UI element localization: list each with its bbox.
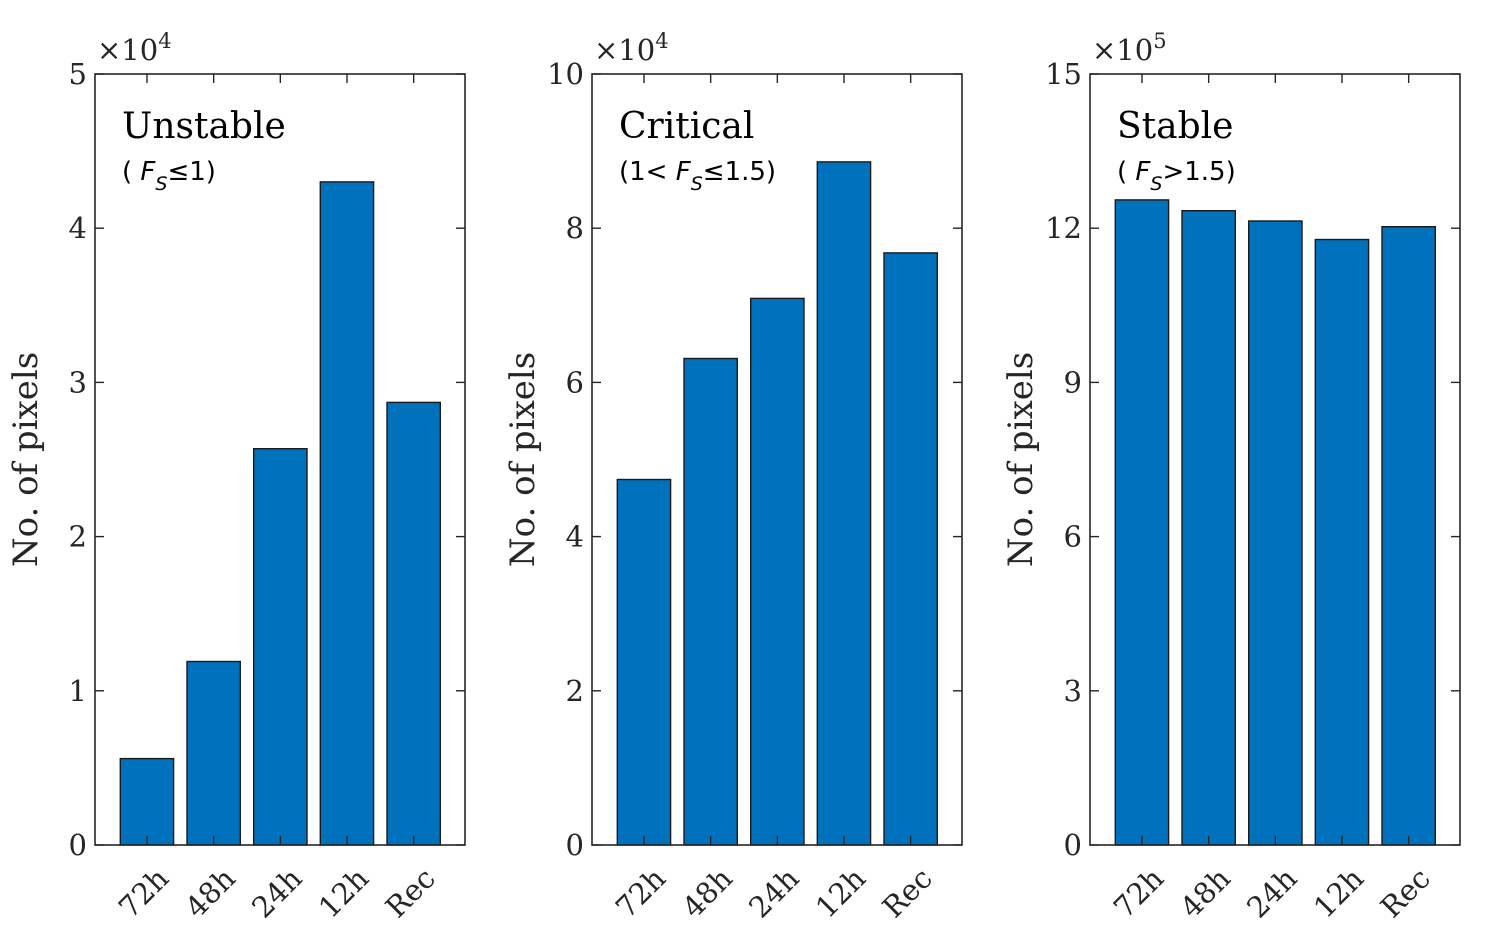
y-tick-label: 4 [69, 211, 87, 245]
x-tick-label-24h: 24h [742, 861, 805, 924]
panel-condition: (1< FS≤1.5) [619, 157, 776, 195]
y-axis-exponent: ×104 [97, 29, 172, 67]
bar-72h [616, 478, 672, 846]
y-tick-label: 2 [566, 674, 584, 708]
bar-rec [386, 401, 441, 846]
y-tick-label: 12 [1045, 211, 1082, 245]
x-tick-label-72h: 72h [609, 861, 672, 924]
exponent-base: ×10 [1092, 33, 1153, 67]
x-tick-label-rec: Rec [876, 861, 939, 924]
x-tick-label-24h: 24h [245, 861, 308, 924]
y-tick-label: 0 [1064, 828, 1082, 862]
panel-condition: ( FS≤1) [122, 157, 216, 195]
panel-title: Critical [619, 106, 754, 147]
bar-48h [1181, 209, 1236, 846]
condition-suffix: ≤1) [167, 157, 215, 187]
bar-12h [816, 161, 872, 846]
y-tick-label: 1 [69, 674, 87, 708]
x-tick-label-12h: 12h [809, 861, 872, 924]
y-tick-label: 8 [566, 211, 584, 245]
condition-prefix: (1< [619, 157, 676, 187]
x-tick-label-48h: 48h [179, 861, 242, 924]
exponent-power: 4 [158, 29, 171, 53]
x-tick-label-48h: 48h [1174, 861, 1237, 924]
bar-24h [252, 448, 308, 846]
exponent-base: ×10 [97, 33, 158, 67]
bar-48h [186, 660, 241, 846]
y-axis-label: No. of pixels [503, 352, 543, 567]
bar-48h [683, 357, 738, 846]
x-tick-label-12h: 12h [1307, 861, 1370, 924]
condition-variable: F [140, 157, 156, 187]
condition-variable: F [1135, 157, 1151, 187]
y-tick-label: 9 [1064, 365, 1082, 399]
y-tick-label: 0 [69, 828, 87, 862]
condition-subscript: S [691, 173, 703, 195]
y-tick-label: 6 [566, 365, 584, 399]
y-tick-label: 3 [1064, 674, 1082, 708]
panel-stable: 0 3 6 9 12 15 72h 48h 24h 12h Rec No. of pixels ×105… [1001, 29, 1461, 925]
y-tick-label: 5 [69, 57, 87, 91]
condition-suffix: ≤1.5) [703, 157, 776, 187]
exponent-power: 4 [655, 29, 668, 53]
y-tick-label: 2 [69, 520, 87, 554]
panel-condition: ( FS>1.5) [1117, 157, 1236, 195]
bar-72h [119, 757, 175, 846]
y-axis-exponent: ×104 [594, 29, 669, 67]
panel-title: Unstable [122, 106, 286, 147]
condition-suffix: >1.5) [1162, 157, 1235, 187]
bar-12h [1314, 238, 1370, 846]
bar-rec [883, 252, 938, 846]
exponent-base: ×10 [594, 33, 655, 67]
condition-prefix: ( [122, 157, 140, 187]
panel-title: Stable [1117, 106, 1233, 147]
y-tick-label: 15 [1045, 57, 1082, 91]
bar-24h [750, 297, 805, 846]
condition-subscript: S [155, 173, 167, 195]
y-tick-label: 0 [566, 828, 584, 862]
bar-24h [1247, 220, 1303, 846]
exponent-power: 5 [1153, 29, 1166, 53]
condition-prefix: ( [1117, 157, 1135, 187]
x-tick-label-rec: Rec [379, 861, 442, 924]
condition-subscript: S [1150, 173, 1162, 195]
x-tick-label-rec: Rec [1374, 861, 1437, 924]
y-axis-label: No. of pixels [1001, 352, 1041, 567]
bar-rec [1381, 225, 1436, 846]
bar-12h [319, 181, 375, 846]
y-tick-label: 6 [1064, 520, 1082, 554]
x-tick-label-48h: 48h [676, 861, 739, 924]
x-tick-label-12h: 12h [312, 861, 375, 924]
y-tick-label: 3 [69, 365, 87, 399]
y-tick-label: 10 [547, 57, 584, 91]
x-tick-label-72h: 72h [1107, 861, 1170, 924]
y-axis-exponent: ×105 [1092, 29, 1167, 67]
y-tick-label: 4 [566, 520, 584, 554]
bar-72h [1114, 199, 1170, 846]
y-axis-label: No. of pixels [6, 352, 46, 567]
condition-variable: F [676, 157, 692, 187]
x-tick-label-24h: 24h [1240, 861, 1303, 924]
x-tick-label-72h: 72h [112, 861, 175, 924]
